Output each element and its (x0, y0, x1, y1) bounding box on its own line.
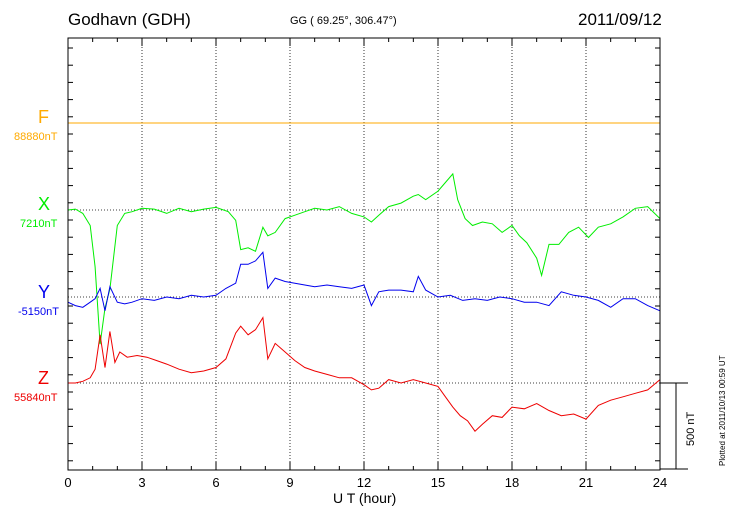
station-title: Godhavn (GDH) (68, 10, 191, 29)
x-tick-label: 15 (431, 475, 445, 490)
plotted-timestamp: Plotted at 2011/10/13 00:59 UT (718, 355, 727, 466)
series-name-f: F (38, 107, 49, 127)
series-line-x (67, 172, 661, 345)
x-tick-label: 9 (286, 475, 293, 490)
series-name-y: Y (38, 282, 51, 302)
x-tick-label: 24 (653, 475, 667, 490)
x-tick-label: 12 (357, 475, 371, 490)
x-tick-label: 0 (64, 475, 71, 490)
series-baseline-z: 55840nT (14, 392, 58, 404)
series-baseline-x: 7210nT (20, 218, 58, 230)
scale-bar (660, 382, 688, 470)
chart-grid (68, 38, 660, 470)
series-baseline-y: -5150nT (18, 306, 59, 318)
plot-date: 2011/09/12 (578, 10, 662, 29)
series-baseline-f: 88880nT (14, 131, 58, 143)
axis-ticks: 0 3 6 9 12 15 18 21 24 (64, 38, 667, 490)
x-tick-label: 3 (138, 475, 145, 490)
x-tick-label: 21 (579, 475, 593, 490)
series-name-z: Z (38, 368, 49, 388)
station-coordinates: GG ( 69.25°, 306.47°) (290, 15, 397, 27)
series-name-x: X (38, 194, 51, 214)
scale-bar-label: 500 nT (685, 411, 697, 446)
series-line-y (67, 251, 661, 312)
chart-traces (67, 122, 661, 432)
series-line-z (68, 316, 661, 432)
x-tick-label: 6 (212, 475, 219, 490)
x-tick-label: 18 (505, 475, 519, 490)
x-axis-label: U T (hour) (333, 490, 397, 506)
